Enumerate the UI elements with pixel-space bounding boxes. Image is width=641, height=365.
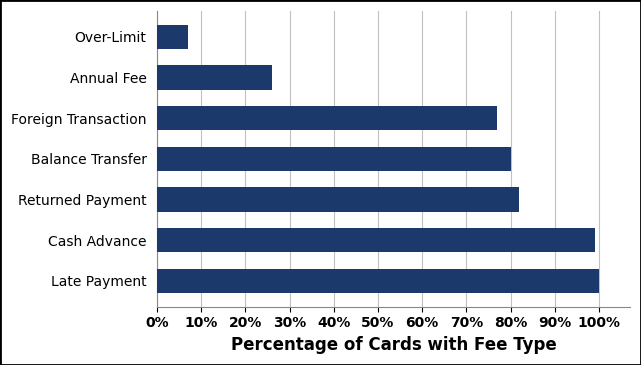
Bar: [157, 187, 519, 212]
Bar: [157, 228, 595, 253]
Bar: [157, 269, 599, 293]
X-axis label: Percentage of Cards with Fee Type: Percentage of Cards with Fee Type: [231, 336, 556, 354]
Bar: [157, 106, 497, 130]
Bar: [157, 65, 272, 90]
Bar: [157, 147, 511, 171]
Bar: [157, 24, 188, 49]
